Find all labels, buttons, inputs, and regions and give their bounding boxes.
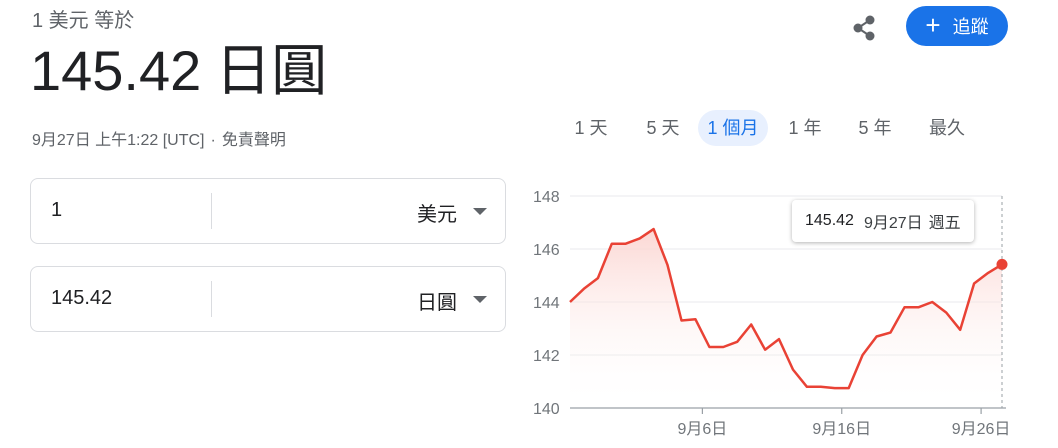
tab-5-years[interactable]: 5 年	[858, 118, 892, 138]
tooltip-value: 145.42	[805, 212, 854, 229]
area-fill	[570, 229, 1002, 408]
x-tick-label: 9月6日	[677, 421, 727, 438]
disclaimer-link[interactable]: 免責聲明	[221, 132, 286, 149]
from-divider	[211, 193, 212, 229]
timestamp: 9月27日 上午1:22 [UTC]	[32, 132, 205, 149]
current-point	[996, 258, 1008, 270]
tab-max[interactable]: 最久	[929, 118, 965, 138]
to-currency-select[interactable]: 日圓	[417, 292, 457, 314]
conversion-result: 145.42 日圓	[30, 40, 327, 102]
share-button[interactable]	[846, 10, 882, 46]
series-line	[569, 227, 1003, 390]
to-currency-row: 145.42 日圓	[30, 266, 506, 332]
exchange-rate-chart[interactable]: 140 142 144 146 148 9月6日 9月16日 9月26日 145.42 9月2…	[520, 180, 1058, 448]
tooltip-date: 9月27日	[863, 215, 923, 232]
follow-button[interactable]: + 追蹤	[906, 6, 1008, 46]
share-icon	[853, 15, 875, 41]
chart-canvas: 140 142 144 146 148 9月6日 9月16日 9月26日	[533, 189, 1011, 438]
y-tick-label: 140	[533, 401, 560, 418]
from-currency-select[interactable]: 美元	[417, 204, 457, 226]
timestamp-line: 9月27日 上午1:22 [UTC] · 免責聲明	[32, 126, 286, 150]
y-tick-label: 146	[533, 242, 560, 259]
separator: ·	[210, 132, 216, 149]
chevron-down-icon[interactable]	[473, 208, 487, 215]
tab-1-day[interactable]: 1 天	[574, 118, 608, 138]
from-amount-input[interactable]: 1	[51, 199, 63, 221]
x-tick-label: 9月26日	[952, 421, 1011, 438]
tab-1-month[interactable]: 1 個月	[698, 110, 768, 146]
y-tick-label: 144	[533, 295, 560, 312]
y-tick-label: 148	[533, 189, 560, 206]
plus-icon: +	[925, 9, 941, 40]
tab-1-year[interactable]: 1 年	[788, 118, 822, 138]
conversion-subtitle: 1 美元 等於	[32, 10, 135, 32]
to-amount-input[interactable]: 145.42	[51, 287, 113, 309]
chevron-down-icon[interactable]	[473, 296, 487, 303]
result-value: 145.42	[30, 39, 202, 102]
from-currency-row: 1 美元	[30, 178, 506, 244]
x-tick-label: 9月16日	[812, 421, 871, 438]
y-tick-label: 142	[533, 348, 560, 365]
result-unit: 日圓	[215, 39, 328, 102]
follow-label: 追蹤	[952, 17, 989, 37]
chart-tooltip: 145.42 9月27日 週五	[792, 200, 974, 242]
tooltip-weekday: 週五	[928, 215, 961, 232]
tab-5-days[interactable]: 5 天	[646, 118, 680, 138]
to-divider	[211, 281, 212, 317]
